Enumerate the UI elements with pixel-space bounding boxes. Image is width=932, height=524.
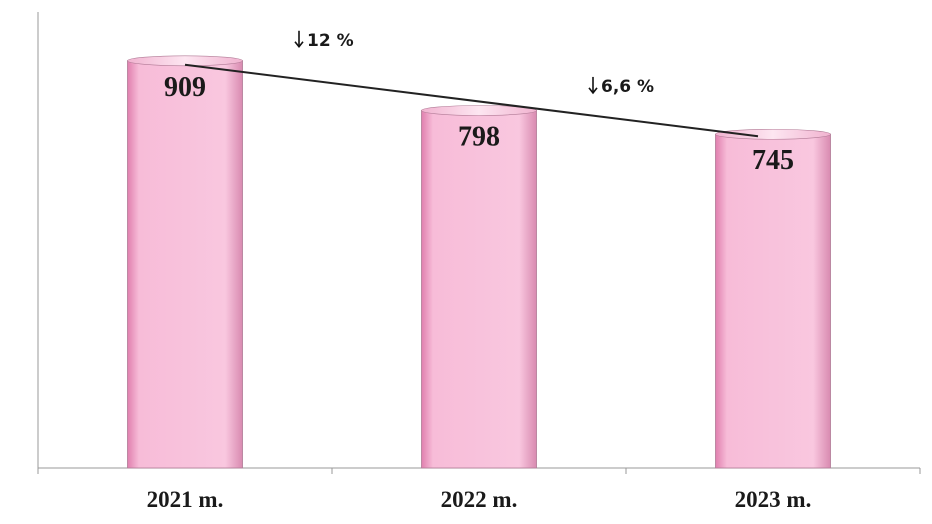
data-label: 798 — [458, 121, 500, 152]
annotation-text: 12 % — [307, 31, 354, 51]
bar-cap — [127, 55, 243, 67]
bar-2021m — [127, 60, 243, 469]
x-tick-label: 2023 m. — [735, 487, 812, 512]
bar-2022m — [421, 110, 537, 469]
bar-2023m — [715, 133, 831, 469]
bar-cap — [421, 105, 537, 116]
annotations: 12 % 6,6 % — [294, 30, 654, 97]
data-labels: 909 798 745 — [164, 72, 794, 176]
annotation-1: 12 % — [294, 30, 354, 51]
bar-cap — [715, 128, 831, 140]
annotation-2: 6,6 % — [588, 76, 654, 97]
trend-line — [184, 63, 759, 138]
bars — [127, 55, 831, 469]
annotation-text: 6,6 % — [601, 77, 654, 97]
down-arrow-icon — [588, 76, 598, 95]
x-tick-labels: 2021 m. 2022 m. 2023 m. — [147, 487, 812, 512]
x-tick-label: 2022 m. — [441, 487, 518, 512]
x-tick-label: 2021 m. — [147, 487, 224, 512]
trendline-layer — [184, 63, 759, 138]
data-label: 909 — [164, 72, 206, 103]
data-label: 745 — [752, 145, 794, 176]
down-arrow-icon — [294, 30, 304, 49]
